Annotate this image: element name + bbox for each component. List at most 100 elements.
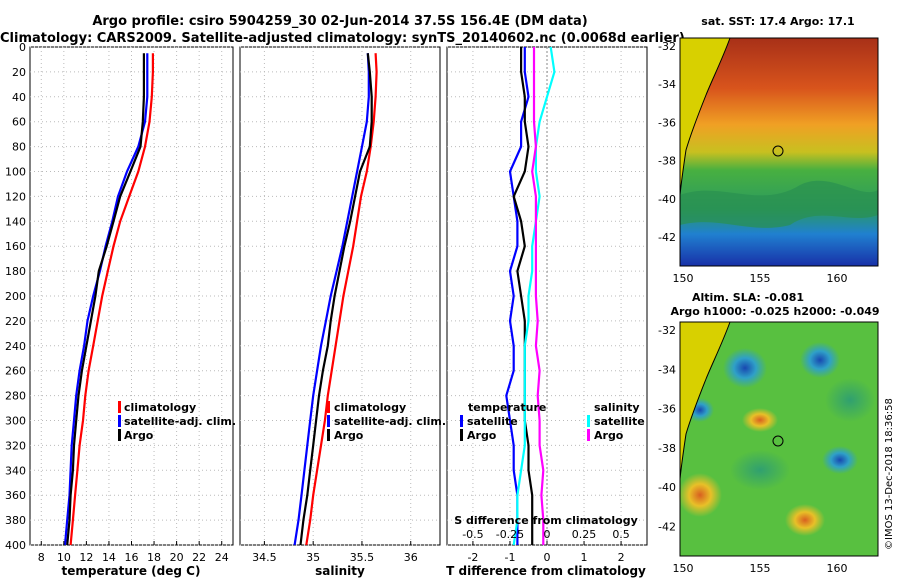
series-line-climatology [305,53,378,546]
depth-tick-label: 280 [5,390,26,403]
series-line-satellite-adj-clim- [293,53,370,546]
x-tick-label: 34.5 [252,551,277,564]
map-lon-tick-label: 150 [673,562,694,575]
x-tick-label: 20 [170,551,184,564]
depth-tick-label: 260 [5,365,26,378]
legend-label-climatology: climatology [124,401,196,414]
salinity-legend: climatology satellite-adj. clim. Argo [327,401,446,442]
legend-label-argo: Argo [124,429,154,442]
map-lat-tick-label: -38 [658,155,676,168]
sla-eddy-mid [825,378,875,422]
map-lon-tick-label: 150 [673,272,694,285]
legend-label-satellite: satellite-adj. clim. [334,415,446,428]
series-line-t-argo [512,47,534,545]
legend-label-t-satellite: satellite [467,415,518,428]
depth-tick-label: 140 [5,215,26,228]
depth-tick-label: 220 [5,315,26,328]
sst-map-land [680,38,730,195]
sla-argo-location-marker [772,435,784,447]
sla-eddy-high [785,504,825,536]
s-tick-label: -0.5 [462,528,483,541]
legend-swatch-satellite [118,415,121,427]
legend-swatch-climatology [118,401,121,413]
sla-eddy-high [742,408,778,432]
sst-map-coastline [679,37,731,196]
sla-map-frame [679,321,879,557]
title-line-2: Climatology: CARS2009. Satellite-adjuste… [0,31,685,46]
depth-tick-label: 400 [5,539,26,552]
sla-eddy-low [723,348,767,388]
x-tick-label: 1 [581,551,588,564]
sst-map-frame [679,37,879,267]
legend-title-temperature: temperature [468,401,546,414]
legend-title-salinity: salinity [594,401,640,414]
legend-swatch-satellite [327,415,330,427]
map-lat-tick-label: -34 [658,78,676,91]
salinity-xlabel: salinity [315,564,365,578]
x-tick-label: 10 [57,551,71,564]
difference-legend-salinity: salinity satellite Argo [587,401,645,442]
legend-label-t-argo: Argo [467,429,497,442]
x-tick-label: -2 [467,551,478,564]
difference-legend-temperature: temperature satellite Argo [460,401,546,442]
s-tick-label: 0.25 [572,528,597,541]
x-tick-label: 12 [79,551,93,564]
x-tick-label: 24 [215,551,229,564]
s-tick-label: 0 [544,528,551,541]
depth-tick-label: 120 [5,190,26,203]
depth-tick-label: 60 [12,116,26,129]
x-tick-label: -1 [504,551,515,564]
depth-tick-label: 20 [12,66,26,79]
depth-tick-label: 240 [5,340,26,353]
x-tick-label: 2 [618,551,625,564]
temperature-xlabel: temperature (deg C) [62,564,201,578]
depth-tick-label: 340 [5,464,26,477]
x-tick-label: 8 [38,551,45,564]
map-lat-tick-label: -32 [658,40,676,53]
sla-map-title-1: Altim. SLA: -0.081 [692,291,804,304]
depth-tick-label: 180 [5,265,26,278]
map-lat-tick-label: -36 [658,403,676,416]
depth-tick-labels: 0 20 40 60 80 100 120 140 160 180 200 220 240 260 280 3… [5,41,26,552]
x-tick-label: 35.5 [350,551,375,564]
legend-swatch-climatology [327,401,330,413]
sla-eddy-mid [730,450,790,490]
sla-eddy-low [822,446,858,474]
grid-layer [30,46,647,546]
x-tick-label: 18 [147,551,161,564]
map-lat-tick-label: -34 [658,363,676,376]
map-lon-tick-label: 155 [750,562,771,575]
s-tick-label: 0.5 [612,528,630,541]
map-lat-tick-label: -42 [658,520,676,533]
series-line-argo [66,53,145,546]
sla-map-land [680,322,730,479]
depth-tick-label: 320 [5,439,26,452]
sst-map-front [680,180,878,228]
map-lat-tick-label: -36 [658,116,676,129]
temperature-legend: climatology satellite-adj. clim. Argo [118,401,236,442]
depth-tick-label: 40 [12,91,26,104]
legend-label-climatology: climatology [334,401,406,414]
map-lon-tick-label: 160 [827,562,848,575]
depth-tick-label: 160 [5,240,26,253]
s-tick-label: -0.25 [496,528,524,541]
map-lat-tick-label: -38 [658,442,676,455]
x-tick-label: 36 [404,551,418,564]
x-tick-layer: 8 10 12 14 16 18 20 22 24 34.5 35 35.5 36 -2 -1 0 1 2-0.5… [38,528,630,564]
map-lat-tick-label: -40 [658,481,676,494]
depth-tick-label: 100 [5,166,26,179]
x-tick-label: 0 [544,551,551,564]
map-lon-tick-label: 160 [827,272,848,285]
legend-label-s-satellite: satellite [594,415,645,428]
sst-map-title: sat. SST: 17.4 Argo: 17.1 [701,15,854,28]
map-lon-tick-label: 155 [750,272,771,285]
depth-tick-label: 360 [5,489,26,502]
series-line-argo [299,53,373,546]
sla-map [678,321,879,557]
sla-eddy-high [678,473,722,517]
legend-label-s-argo: Argo [594,429,624,442]
map-lat-tick-label: -42 [658,231,676,244]
depth-tick-label: 80 [12,141,26,154]
difference-xlabel: T difference from climatology [446,564,646,578]
